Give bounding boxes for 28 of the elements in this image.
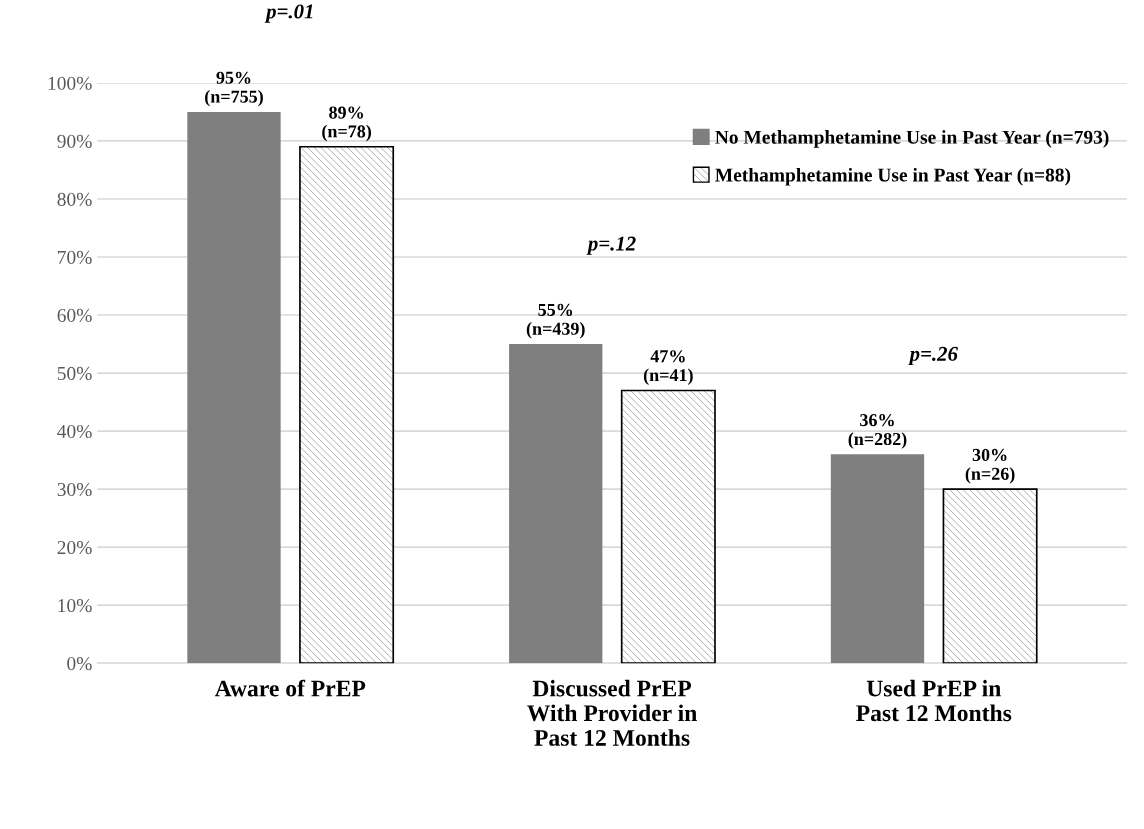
y-tick-label: 100% [48,76,92,90]
text: p=.01 [264,4,313,23]
y-tick-label: 90% [57,134,92,148]
legend-label: No Methamphetamine Use in Past Year (n=793) [715,130,1109,148]
y-tick-label: 0% [67,657,92,671]
data-label: 89% (n=78) [322,106,372,142]
annotation: p=.12 [586,236,636,255]
data-label: 47% (n=41) [643,350,693,385]
y-tick-label: 30% [57,482,92,497]
bar [830,454,925,664]
x-tick-label: Discussed PrEP With Provider in Past 12 Months [527,679,697,746]
x-tick-label: Used PrEP in Past 12 Months [856,679,1012,722]
data-label: 95% (n=755) [205,71,263,107]
bar [509,344,603,664]
x-tick-label: Aware of PrEP [214,679,366,697]
y-tick-label: 60% [57,308,92,323]
legend-label: Methamphetamine Use in Past Year (n=88) [715,167,1071,186]
y-tick-label: 80% [57,192,92,206]
data-label: 55% (n=439) [526,303,585,339]
data-label: 30% (n=26) [965,448,1015,484]
y-tick-label: 20% [57,540,92,555]
bar [187,111,281,664]
y-tick-label: 70% [58,250,92,264]
annotation: p=.26 [908,346,958,366]
y-tick-label: 10% [58,598,92,613]
y-tick-label: 40% [57,424,92,439]
y-tick-label: 50% [57,366,92,381]
data-label: 36% (n=282) [848,414,907,449]
